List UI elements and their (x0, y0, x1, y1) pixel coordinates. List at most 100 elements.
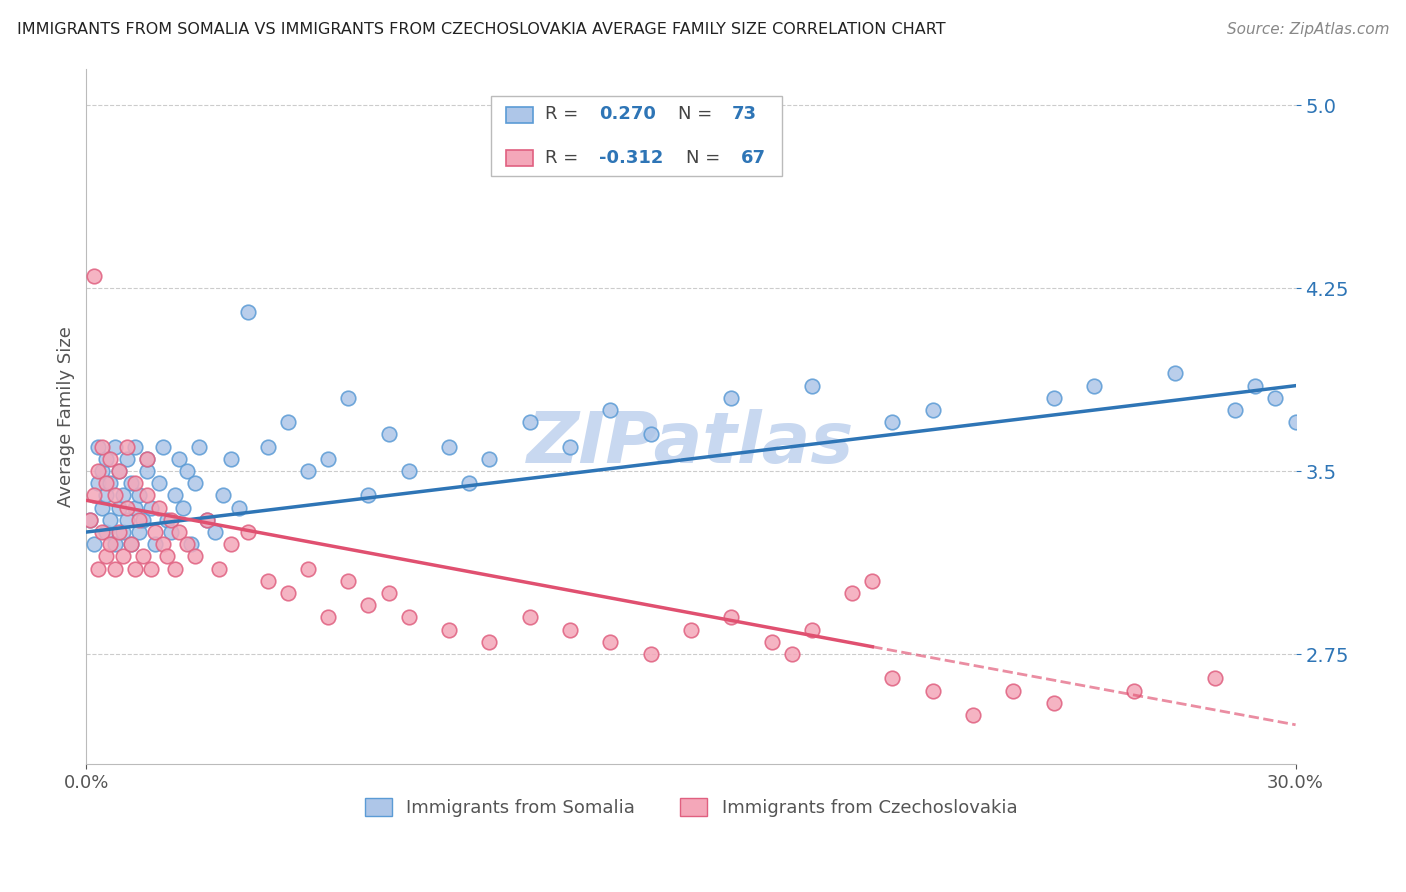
Point (720, 391, 742, 405)
Point (640, 647, 662, 661)
Point (377, 586, 399, 600)
Point (316, 451, 339, 466)
Text: 73: 73 (733, 105, 756, 123)
Point (357, 488, 380, 502)
Point (156, 513, 179, 527)
Point (152, 537, 174, 551)
Point (437, 440, 460, 454)
Point (107, 464, 129, 478)
Point (111, 524, 134, 539)
Point (921, 403, 943, 417)
Point (1264, 391, 1286, 405)
Point (156, 549, 179, 564)
Point (599, 403, 621, 417)
Point (79, 513, 101, 527)
Point (437, 623, 460, 637)
Point (841, 586, 863, 600)
Point (1284, 415, 1306, 429)
Point (83, 488, 105, 502)
Point (478, 635, 501, 649)
Point (860, 574, 883, 588)
Point (115, 500, 138, 515)
Point (640, 427, 662, 442)
Point (160, 513, 183, 527)
Point (135, 451, 157, 466)
Point (96, 549, 118, 564)
Text: -0.312: -0.312 (599, 149, 664, 167)
Point (79, 513, 101, 527)
Point (316, 610, 339, 624)
Point (107, 464, 129, 478)
Point (83, 268, 105, 283)
Point (184, 476, 207, 491)
Point (297, 562, 319, 576)
Point (148, 500, 170, 515)
Point (599, 635, 621, 649)
Text: R =: R = (544, 105, 589, 123)
Point (100, 513, 122, 527)
Point (107, 524, 129, 539)
Point (103, 440, 125, 454)
Point (120, 537, 142, 551)
Point (87, 464, 110, 478)
Point (212, 488, 235, 502)
Point (107, 500, 129, 515)
Point (962, 708, 984, 723)
Point (1042, 391, 1064, 405)
Point (100, 476, 122, 491)
Point (297, 464, 319, 478)
Point (398, 464, 420, 478)
Point (124, 500, 146, 515)
Point (221, 537, 243, 551)
Point (103, 562, 125, 576)
Point (882, 672, 904, 686)
Text: ZIPatlas: ZIPatlas (527, 409, 855, 478)
Point (800, 378, 823, 392)
Point (679, 623, 702, 637)
Point (167, 524, 190, 539)
Point (1042, 696, 1064, 710)
Point (163, 488, 186, 502)
Point (128, 488, 150, 502)
Legend: Immigrants from Somalia, Immigrants from Czechoslovakia: Immigrants from Somalia, Immigrants from… (357, 790, 1025, 824)
Text: R =: R = (544, 149, 589, 167)
Point (478, 451, 501, 466)
Point (1163, 367, 1185, 381)
Bar (506, 150, 533, 166)
Point (91, 524, 114, 539)
Point (148, 476, 170, 491)
Bar (506, 107, 533, 123)
Point (124, 476, 146, 491)
Point (377, 427, 399, 442)
Point (458, 476, 481, 491)
Point (180, 537, 202, 551)
Point (128, 513, 150, 527)
Point (132, 513, 155, 527)
Point (558, 623, 581, 637)
Point (111, 549, 134, 564)
Point (143, 524, 166, 539)
Point (256, 574, 278, 588)
Point (103, 488, 125, 502)
Point (176, 464, 198, 478)
Point (124, 440, 146, 454)
Point (135, 451, 157, 466)
Text: 67: 67 (741, 149, 765, 167)
Point (87, 476, 110, 491)
Point (167, 451, 190, 466)
Point (720, 610, 742, 624)
Point (882, 415, 904, 429)
Point (135, 464, 157, 478)
Point (1123, 683, 1146, 698)
Point (256, 440, 278, 454)
Point (100, 537, 122, 551)
FancyBboxPatch shape (492, 96, 782, 177)
Point (139, 500, 162, 515)
Point (143, 537, 166, 551)
Point (152, 440, 174, 454)
Text: N =: N = (686, 149, 733, 167)
Point (115, 440, 138, 454)
Point (337, 574, 360, 588)
Point (228, 500, 250, 515)
Point (163, 562, 186, 576)
